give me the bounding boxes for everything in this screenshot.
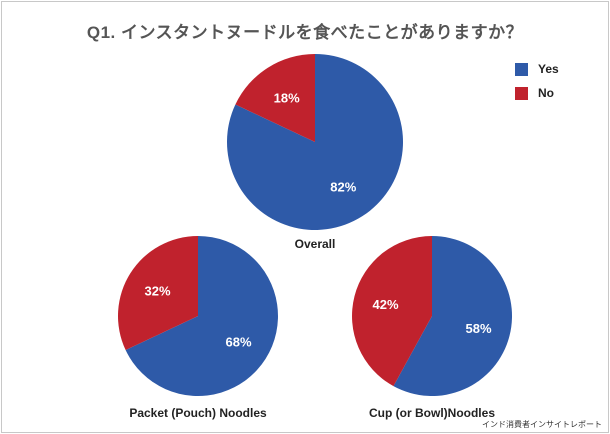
chart-title: Q1. インスタントヌードルを食べたことがありますか？ xyxy=(86,23,524,42)
legend-label-no: No xyxy=(538,86,554,100)
pie-slice-overall-yes xyxy=(227,54,404,230)
pie-caption-packet: Packet (Pouch) Noodles xyxy=(129,406,267,420)
pie-caption-overall: Overall xyxy=(294,237,336,251)
legend-label-yes: Yes xyxy=(538,62,559,76)
pie-label-packet-no: 32% xyxy=(144,283,170,298)
pie-label-overall-yes: 82% xyxy=(330,180,356,195)
pie-slice-cup-no xyxy=(352,236,432,387)
source-note: インド消費者インサイトレポート xyxy=(482,420,602,429)
legend-item-no: No xyxy=(515,82,559,104)
pie-slice-overall-no xyxy=(235,54,315,142)
legend: Yes No xyxy=(515,58,559,106)
legend-swatch-no xyxy=(515,86,528,100)
pie-label-cup-no: 42% xyxy=(372,297,398,312)
pie-slice-packet-yes xyxy=(125,236,278,397)
pie-slice-packet-no xyxy=(117,235,198,351)
pie-label-packet-yes: 68% xyxy=(225,335,251,350)
pie-slice-cup-yes xyxy=(393,236,513,396)
pie-caption-cup: Cup (or Bowl)Noodles xyxy=(369,406,495,420)
pie-label-cup-yes: 58% xyxy=(465,321,491,336)
legend-swatch-yes xyxy=(515,62,528,76)
legend-item-yes: Yes xyxy=(515,58,559,80)
pie-label-overall-no: 18% xyxy=(274,90,300,105)
